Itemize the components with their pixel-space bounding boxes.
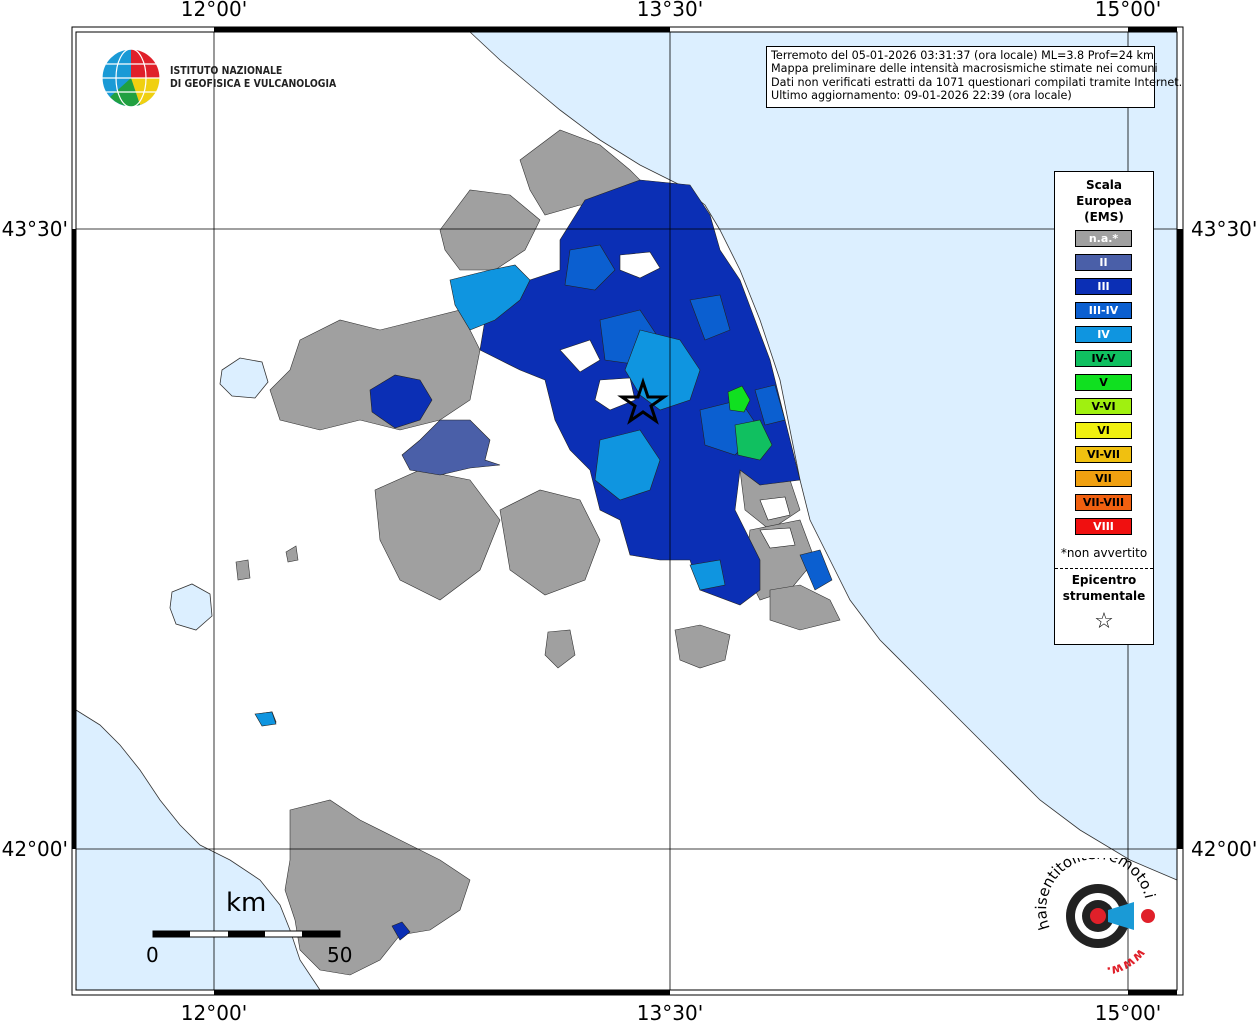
info-line-event: Terremoto del 05-01-2026 03:31:37 (ora l… (771, 49, 1154, 62)
epicenter-star (617, 377, 669, 425)
scale-bar (152, 930, 341, 938)
legend-item: V-VI (1075, 398, 1132, 415)
svg-text:www.: www. (1105, 945, 1148, 978)
legend-item: IV (1075, 326, 1132, 343)
epicenter-star-icon: ☆ (1094, 609, 1114, 634)
legend-item: V (1075, 374, 1132, 391)
scale-start: 0 (146, 943, 159, 967)
region-no-data (559, 251, 796, 549)
ems-legend: Scala Europea (EMS) n.a.* II III III-IV IV IV… (1054, 171, 1154, 645)
info-line-data: Dati non verificati estratti da 1071 que… (771, 75, 1183, 89)
legend-item: IV-V (1075, 350, 1132, 367)
legend-epicenter-line2: strumentale (1062, 589, 1146, 603)
legend-item: III-IV (1075, 302, 1132, 319)
region-iv-v (734, 419, 773, 461)
lon-label-bottom-3: 15°00' (1095, 1001, 1161, 1024)
legend-epicenter-label: Epicentro strumentale (1055, 572, 1153, 604)
lon-label-top-2: 13°30' (637, 0, 703, 21)
event-info-box: Terremoto del 05-01-2026 03:31:37 (ora l… (766, 46, 1183, 108)
lon-label-top-1: 12°00' (181, 0, 247, 21)
haisentito-target-icon: haisentitoilterremoto.it www. (1027, 844, 1159, 979)
legend-title-line3: (EMS) (1084, 210, 1124, 224)
legend-item: VI (1075, 422, 1132, 439)
legend-title-line2: Europea (1076, 194, 1132, 208)
lon-label-bottom-1: 12°00' (181, 1001, 247, 1024)
legend-item: VII-VIII (1075, 494, 1132, 511)
haisentito-logo: haisentitoilterremoto.it www. (1027, 844, 1170, 982)
region-v (727, 385, 751, 413)
legend-item: VIII (1075, 518, 1132, 535)
info-line-update: Ultimo aggiornamento: 09-01-2026 22:39 (… (771, 88, 1072, 102)
lat-label-right-2: 42°00' (1191, 837, 1256, 861)
legend-item: II (1075, 254, 1132, 271)
ingv-org-line1: ISTITUTO NAZIONALE (170, 64, 283, 77)
lat-label-left-1: 43°30' (2, 217, 68, 241)
legend-item: III (1075, 278, 1132, 295)
map-frame (71, 26, 1184, 996)
lon-label-bottom-2: 13°30' (637, 1001, 703, 1024)
ingv-globe-icon (101, 48, 161, 108)
legend-epicenter-line1: Epicentro (1071, 573, 1137, 587)
legend-title: Scala Europea (EMS) (1055, 177, 1153, 225)
scale-end: 50 (327, 943, 353, 967)
ingv-org-name: ISTITUTO NAZIONALE DI GEOFISICA E VULCAN… (170, 64, 336, 90)
haisentito-www: www. (1105, 945, 1148, 978)
region-iv (254, 264, 726, 727)
legend-item: VII (1075, 470, 1132, 487)
legend-item: n.a.* (1075, 230, 1132, 247)
ingv-org-line2: DI GEOFISICA E VULCANOLOGIA (170, 77, 337, 90)
region-ii (401, 419, 501, 476)
lat-label-left-2: 42°00' (2, 837, 68, 861)
lake-trasimeno (219, 357, 269, 399)
scale-unit: km (226, 888, 267, 918)
legend-item: VI-VII (1075, 446, 1132, 463)
lat-label-right-1: 43°30' (1191, 217, 1256, 241)
ingv-logo (100, 47, 162, 113)
legend-note: *non avvertito (1060, 546, 1148, 560)
info-line-map: Mappa preliminare delle intensità macros… (771, 62, 1158, 76)
legend-divider (1055, 568, 1153, 569)
lake-bolsena (169, 583, 213, 631)
legend-title-line1: Scala (1085, 178, 1123, 192)
tyrrhenian-sea (75, 709, 321, 991)
lon-label-top-3: 15°00' (1095, 0, 1161, 21)
